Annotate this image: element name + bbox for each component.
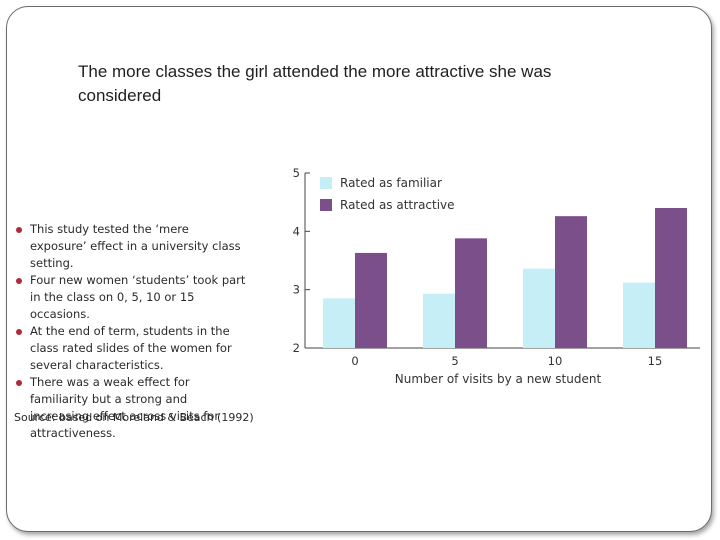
bar-familiar: [523, 268, 555, 348]
legend-swatch-familiar: [320, 177, 332, 189]
bar-familiar: [423, 293, 455, 348]
bar-familiar: [323, 298, 355, 348]
bullet-text: At the end of term, students in the clas…: [30, 324, 232, 372]
bullet-text: Four new women ‘students’ took part in t…: [30, 273, 246, 321]
x-tick-label: 10: [548, 354, 563, 368]
bullet-item: There was a weak effect for familiarity …: [14, 374, 246, 442]
bar-familiar: [623, 282, 655, 348]
legend-label: Rated as familiar: [340, 176, 442, 190]
bullet-item: This study tested the ‘mere exposure’ ef…: [14, 221, 246, 272]
y-tick-label: 4: [293, 224, 300, 238]
source-citation: Source: based on Moreland & Beach (1992): [14, 411, 254, 424]
bullet-item: At the end of term, students in the clas…: [14, 323, 246, 374]
bar-attractive: [455, 238, 487, 348]
y-tick-label: 5: [293, 166, 300, 180]
legend-swatch-attractive: [320, 199, 332, 211]
bullet-list: This study tested the ‘mere exposure’ ef…: [14, 221, 246, 442]
x-tick-label: 5: [451, 354, 458, 368]
x-tick-label: 15: [648, 354, 663, 368]
x-tick-label: 0: [351, 354, 358, 368]
bar-attractive: [355, 252, 387, 348]
x-axis-label: Number of visits by a new student: [395, 372, 602, 386]
bar-attractive: [555, 216, 587, 348]
bullet-item: Four new women ‘students’ took part in t…: [14, 272, 246, 323]
bar-attractive: [655, 208, 687, 348]
legend-label: Rated as attractive: [340, 198, 455, 212]
y-tick-label: 2: [293, 341, 300, 355]
bullet-icon: [16, 329, 22, 335]
bullet-icon: [16, 278, 22, 284]
bullet-icon: [16, 380, 22, 386]
y-tick-label: 3: [293, 283, 300, 297]
slide-title: The more classes the girl attended the m…: [78, 62, 552, 105]
bullet-text: This study tested the ‘mere exposure’ ef…: [30, 222, 241, 270]
bullet-icon: [16, 227, 22, 233]
bullet-text: There was a weak effect for familiarity …: [30, 375, 220, 440]
